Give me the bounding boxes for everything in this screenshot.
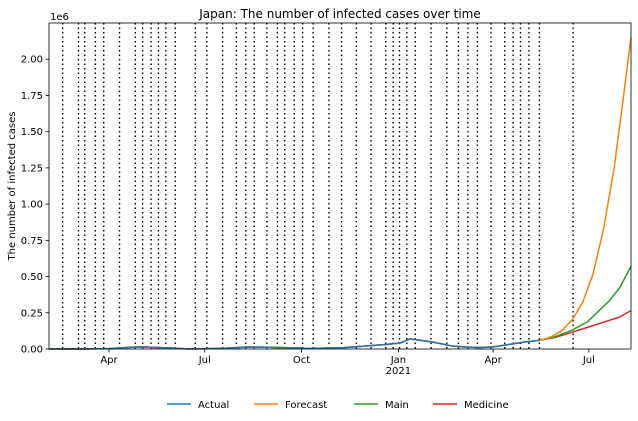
x-tick-label-5: Jul — [582, 355, 595, 366]
x-tick-label-4: Apr — [484, 355, 502, 366]
y-tick-label-2: 0.50 — [21, 272, 43, 283]
chart-title: Japan: The number of infected cases over… — [198, 7, 481, 21]
y-axis-label: The number of infected cases — [7, 112, 18, 262]
y-tick-label-5: 1.25 — [21, 163, 43, 174]
series-line-actual — [48, 338, 540, 350]
legend-label-actual: Actual — [198, 400, 229, 411]
legend-label-main: Main — [385, 400, 409, 411]
x-tick-sublabel-3: 2021 — [386, 366, 411, 377]
y-tick-label-3: 0.75 — [21, 236, 43, 247]
y-tick-label-4: 1.00 — [21, 200, 43, 211]
plot-frame — [48, 22, 632, 350]
x-tick-label-1: Jul — [198, 355, 211, 366]
legend-label-medicine: Medicine — [464, 400, 509, 411]
x-tick-label-2: Oct — [293, 355, 310, 366]
y-tick-label-0: 0.00 — [21, 345, 43, 356]
y-tick-label-6: 1.50 — [21, 127, 43, 138]
change-point-lines — [61, 23, 574, 349]
y-axis-multiplier: 1e6 — [50, 12, 69, 23]
x-tick-label-3: Jan — [390, 355, 406, 366]
y-tick-label-1: 0.25 — [21, 308, 43, 319]
legend: Actual Forecast Main Medicine — [167, 400, 509, 411]
legend-label-forecast: Forecast — [285, 400, 327, 411]
y-axis-ticks: 0.00 0.25 0.50 0.75 1.00 1.25 1.50 1.75 2.00 — [21, 55, 49, 356]
y-tick-label-7: 1.75 — [21, 91, 43, 102]
x-tick-label-0: Apr — [100, 355, 118, 366]
y-tick-label-8: 2.00 — [21, 55, 43, 66]
